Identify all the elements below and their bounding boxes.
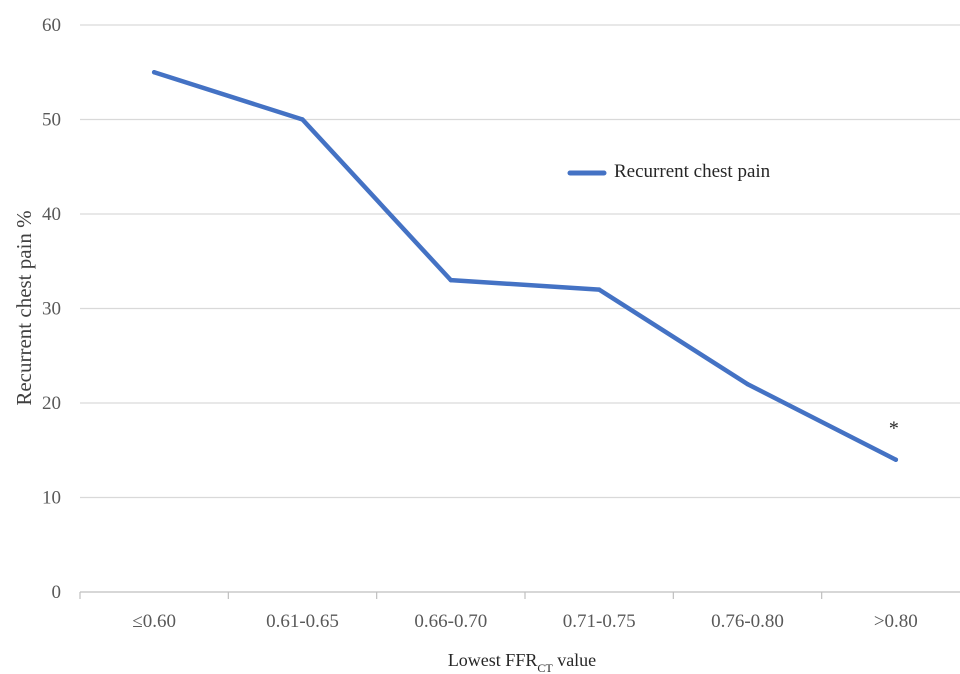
x-tick-labels: ≤0.60 0.61-0.65 0.66-0.70 0.71-0.75 0.76-0.8… [132,611,917,632]
x-axis-title: Lowest FFRCT value [448,650,596,674]
x-tick-label: 0.66-0.70 [414,611,487,632]
data-point [300,117,305,122]
y-axis-title: Recurrent chest pain % [12,210,36,405]
x-tick-label: >0.80 [874,611,918,632]
annotation-asterisk: * [889,418,899,440]
x-tick-label: ≤0.60 [132,611,176,632]
y-tick-label: 50 [42,110,61,131]
y-tick-label: 40 [42,204,61,225]
y-tick-label: 60 [42,15,61,36]
data-point [745,381,750,387]
y-tick-label: 20 [42,393,61,414]
data-point [151,70,157,75]
annotations: * [889,418,899,440]
series-layer [151,70,899,462]
legend-label: Recurrent chest pain [614,161,771,182]
x-axis-title-main: Lowest FFR [448,650,538,670]
x-tick-label: 0.61-0.65 [266,611,339,632]
x-axis-title-subscript: CT [537,661,553,674]
y-tick-label: 30 [42,299,61,320]
series-line [151,70,899,462]
gridlines [80,24,960,499]
legend: Recurrent chest pain [567,161,771,182]
x-axis [79,591,960,599]
x-tick-label: 0.71-0.75 [563,611,636,632]
data-point [448,277,454,283]
x-tick-label: 0.76-0.80 [711,611,784,632]
y-tick-label: 10 [42,488,61,509]
y-tick-labels: 0 10 20 30 40 50 60 [42,15,61,603]
y-tick-label: 0 [52,582,62,603]
data-point [596,287,602,292]
data-point [893,457,899,462]
x-axis-title-suffix: value [553,650,596,670]
